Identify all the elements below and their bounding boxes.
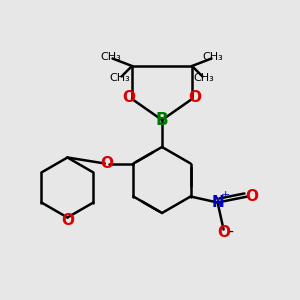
Text: CH₃: CH₃: [194, 73, 214, 83]
Text: N: N: [211, 195, 224, 210]
Text: -: -: [229, 226, 233, 239]
Text: O: O: [61, 213, 74, 228]
Text: O: O: [100, 156, 113, 171]
Text: O: O: [188, 90, 202, 105]
Text: +: +: [220, 190, 230, 200]
Text: CH₃: CH₃: [100, 52, 122, 62]
Text: CH₃: CH₃: [110, 73, 130, 83]
Text: O: O: [217, 225, 230, 240]
Text: O: O: [122, 90, 136, 105]
Text: CH₃: CH₃: [202, 52, 224, 62]
Text: B: B: [156, 111, 168, 129]
Text: O: O: [246, 189, 259, 204]
